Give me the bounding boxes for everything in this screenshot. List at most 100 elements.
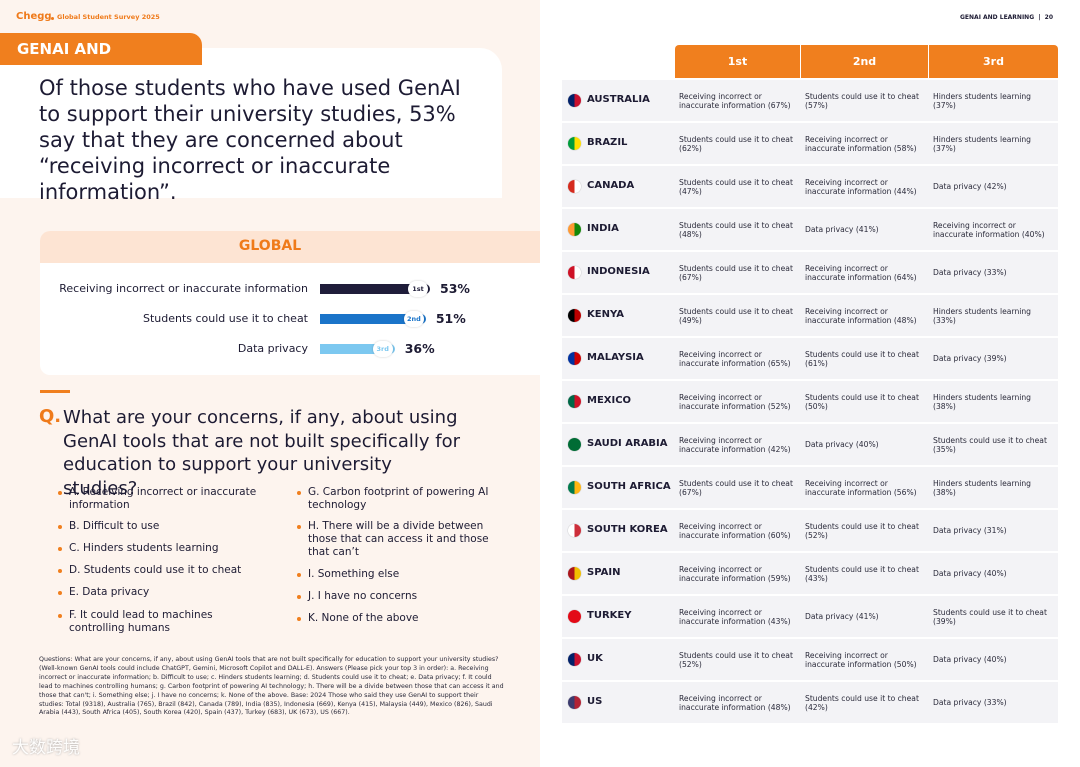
headline-box <box>0 48 502 198</box>
table-cell: Receiving incorrect or inaccurate inform… <box>805 306 917 325</box>
option: D. Students could use it to cheat <box>69 564 242 576</box>
table-row <box>562 166 1058 207</box>
table-cell: Students could use it to cheat (52%) <box>679 650 793 669</box>
table-cell: Receiving incorrect or inaccurate inform… <box>679 392 791 411</box>
table-row <box>562 639 1058 680</box>
section-tag: GENAI AND LEARNING <box>0 33 202 90</box>
table-cell: Hinders students learning (38%) <box>933 478 1031 497</box>
flag <box>568 438 581 451</box>
table-cell: Students could use it to cheat (39%) <box>933 607 1047 626</box>
global-header <box>40 231 540 263</box>
table-cell: Students could use it to cheat (42%) <box>805 693 919 712</box>
bar-value: 36% <box>404 341 435 356</box>
table-row <box>562 553 1058 594</box>
option: J. I have no concerns <box>308 590 418 602</box>
rank-badge: 2nd <box>403 311 424 327</box>
country-name: SOUTH KOREA <box>587 524 668 535</box>
table-cell: Data privacy (39%) <box>933 354 1007 363</box>
table-cell: Receiving incorrect or inaccurate inform… <box>679 349 791 368</box>
country-name: SOUTH AFRICA <box>587 481 671 492</box>
option: E. Data privacy <box>69 586 150 598</box>
flag <box>568 223 581 236</box>
bullet <box>58 591 62 595</box>
table-row <box>562 510 1058 551</box>
table-cell: Hinders students learning (38%) <box>933 392 1031 411</box>
bar-label: Receiving incorrect or inaccurate inform… <box>59 282 308 295</box>
column-header: 1st <box>727 55 748 68</box>
table-cell: Data privacy (40%) <box>933 569 1007 578</box>
column-header: 2nd <box>852 55 877 68</box>
country-name: BRAZIL <box>587 137 628 148</box>
flag <box>568 309 581 322</box>
question-text: What are your concerns, if any, about us… <box>63 407 461 499</box>
bar-value: 51% <box>435 311 466 326</box>
table-cell: Students could use it to cheat (35%) <box>933 435 1047 454</box>
flag <box>568 696 581 709</box>
table-cell: Data privacy (41%) <box>805 612 879 621</box>
option: H. There will be a divide between those … <box>308 520 489 558</box>
question-label: Q. <box>39 406 62 427</box>
table-cell: Receiving incorrect or inaccurate inform… <box>679 607 791 626</box>
bullet <box>297 617 301 621</box>
rank-badge: 3rd <box>372 341 393 357</box>
option: A. Receiving incorrect or inaccurate inf… <box>69 486 257 511</box>
table-row <box>562 338 1058 379</box>
bar <box>320 344 395 354</box>
flag <box>568 610 581 623</box>
table-cell: Receiving incorrect or inaccurate inform… <box>679 91 791 110</box>
country-name: INDIA <box>587 223 619 234</box>
table-cell: Receiving incorrect or inaccurate inform… <box>679 521 791 540</box>
table-cell: Students could use it to cheat (57%) <box>805 91 919 110</box>
table-cell: Students could use it to cheat (52%) <box>805 521 919 540</box>
table-cell: Hinders students learning (37%) <box>933 91 1031 110</box>
rank-badge: 1st <box>408 281 428 297</box>
country-name: MALAYSIA <box>587 352 644 363</box>
table-cell: Students could use it to cheat (62%) <box>679 134 793 153</box>
right-header: GENAI AND LEARNING | 20 <box>960 14 1054 21</box>
bullet <box>58 525 62 529</box>
country-name: US <box>587 696 603 707</box>
brand: Chegg <box>16 11 52 22</box>
column-divider <box>800 45 801 78</box>
flag <box>568 94 581 107</box>
country-name: AUSTRALIA <box>587 94 650 105</box>
table-cell: Receiving incorrect or inaccurate inform… <box>805 650 917 669</box>
table-row <box>562 381 1058 422</box>
option: G. Carbon footprint of powering AI techn… <box>308 486 489 511</box>
country-name: UK <box>587 653 603 664</box>
bullet <box>58 569 62 573</box>
flag <box>568 567 581 580</box>
flag <box>568 481 581 494</box>
bullet <box>58 614 62 618</box>
country-name: INDONESIA <box>587 266 650 277</box>
bar-value: 53% <box>440 281 470 296</box>
table-cell: Data privacy (42%) <box>933 182 1007 191</box>
column-divider <box>928 45 929 78</box>
table-row <box>562 209 1058 250</box>
country-name: CANADA <box>587 180 635 191</box>
country-name: TURKEY <box>587 610 632 621</box>
table-row <box>562 596 1058 637</box>
country-name: KENYA <box>587 309 624 320</box>
flag <box>568 653 581 666</box>
column-header: 3rd <box>983 55 1004 68</box>
table-header <box>675 45 1058 78</box>
option: C. Hinders students learning <box>69 542 219 554</box>
option: F. It could lead to machines controlling… <box>69 609 213 634</box>
bullet <box>297 595 301 599</box>
table-cell: Students could use it to cheat (49%) <box>679 306 793 325</box>
table-cell: Students could use it to cheat (67%) <box>679 478 793 497</box>
global-title: GLOBAL <box>238 238 302 254</box>
bar <box>320 314 426 324</box>
table-cell: Receiving incorrect or inaccurate inform… <box>805 478 917 497</box>
option: I. Something else <box>308 568 400 580</box>
option: B. Difficult to use <box>69 520 160 532</box>
country-name: MEXICO <box>587 395 632 406</box>
table-cell: Students could use it to cheat (50%) <box>805 392 919 411</box>
table-row <box>562 682 1058 723</box>
headline: Of those students who have used GenAI to… <box>39 76 461 204</box>
bullet <box>297 491 301 495</box>
option: K. None of the above <box>308 612 419 624</box>
flag <box>568 395 581 408</box>
